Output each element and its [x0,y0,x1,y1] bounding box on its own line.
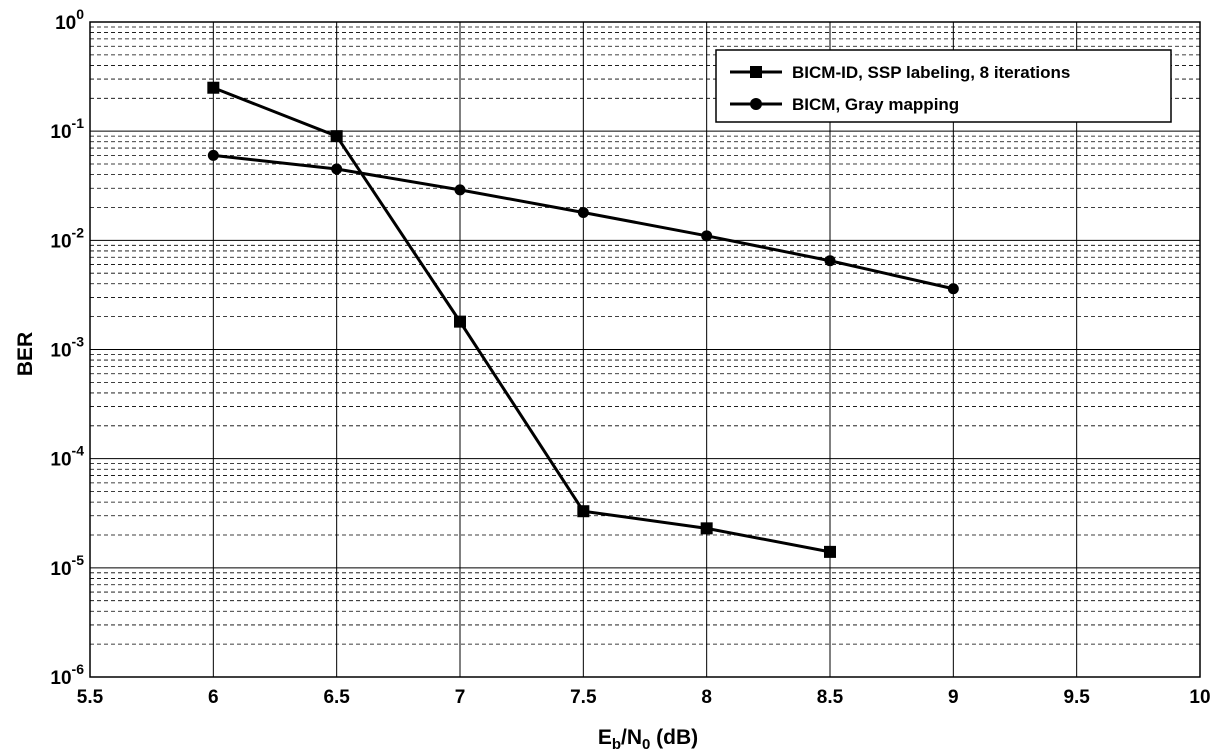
minor-gridlines [90,26,1200,645]
legend-marker-circle [750,98,762,110]
series-2-point [454,184,466,196]
series-2-point [824,255,836,267]
y-tick-labels: 100 10-1 10-2 10-3 10-4 10-5 10-6 [50,6,84,689]
y-tick-label: 100 [55,6,84,34]
y-axis-title: BER [14,332,37,376]
x-tick-label: 7.5 [570,687,597,708]
series-2-point [207,149,219,161]
x-tick-label: 8 [701,687,712,708]
x-tick-labels: 5.5 6 6.5 7 7.5 8 8.5 9 9.5 10 [77,687,1211,708]
x-tick-label: 8.5 [817,687,844,708]
series-1-point [207,81,220,94]
y-tick-label: 10-6 [50,661,84,689]
series-2-point [331,163,343,175]
legend: BICM-ID, SSP labeling, 8 iterations BICM… [715,49,1172,123]
series-2-point [947,283,959,295]
y-tick-label: 10-4 [50,443,84,471]
plot-area-frame [89,21,1201,678]
series-1-point [700,522,713,535]
x-tick-label: 7 [455,687,466,708]
legend-marker-square [750,66,762,78]
series-1-point [330,130,343,143]
y-tick-label: 10-3 [50,334,84,362]
y-tick-label: 10-5 [50,552,84,580]
x-axis-title: Eb/N0 (dB) [598,726,698,751]
y-tick-label: 10-2 [50,224,84,252]
y-tick-label: 10-1 [50,115,84,143]
x-tick-label: 10 [1189,687,1210,708]
x-tick-label: 6.5 [323,687,350,708]
legend-label-bicm: BICM, Gray mapping [792,95,959,114]
series-1-point [824,545,836,558]
x-tick-label: 5.5 [77,687,104,708]
series-1-point [577,505,590,518]
series-layer [207,81,959,558]
legend-box [715,49,1172,123]
x-tick-label: 9.5 [1063,687,1090,708]
x-tick-label: 9 [948,687,959,708]
legend-label-bicm-id: BICM-ID, SSP labeling, 8 iterations [792,63,1070,82]
series-line-1 [212,86,831,554]
series-2-point [577,206,589,218]
series-1-point [454,315,466,328]
series-2-point [701,230,713,242]
x-tick-label: 6 [208,687,219,708]
